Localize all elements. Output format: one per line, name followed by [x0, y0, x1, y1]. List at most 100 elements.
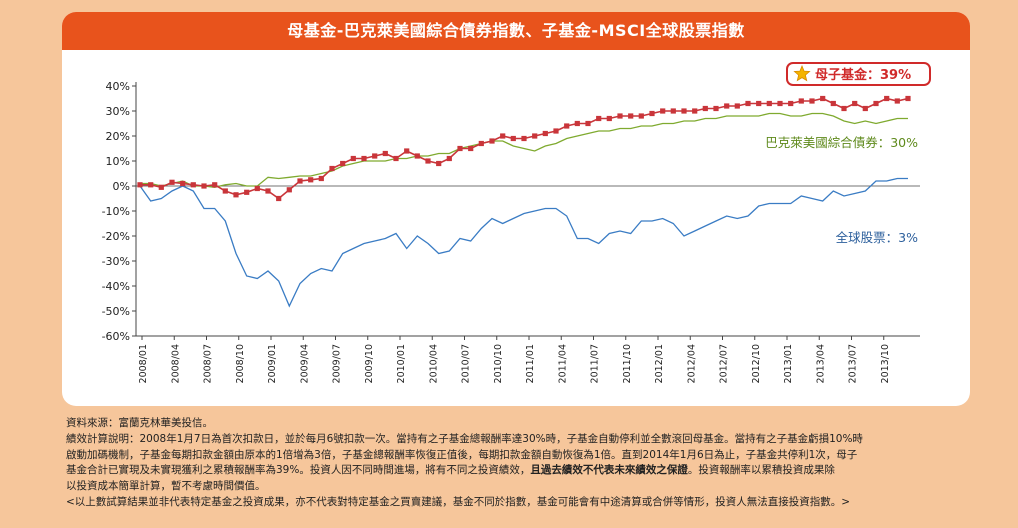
x-tick-label: 2012/10: [751, 344, 762, 383]
mother-child-point: [190, 182, 196, 188]
y-tick-label: -60%: [102, 330, 130, 343]
mother-child-point: [894, 98, 900, 104]
source-note: 資料來源：富蘭克林華美投信。: [66, 417, 213, 429]
mother-child-point: [244, 189, 250, 195]
mother-child-point: [628, 113, 634, 119]
x-tick-label: 2011/04: [557, 344, 568, 383]
series-label-mother-child: 母子基金：39%: [815, 67, 911, 83]
mother-child-point: [724, 103, 730, 109]
mother-child-point: [777, 100, 783, 107]
mother-child-point: [766, 100, 772, 107]
x-tick-label: 2008/07: [203, 344, 214, 383]
mother-child-point: [809, 98, 815, 104]
mother-child-point: [169, 179, 175, 185]
mother-child-point: [585, 120, 591, 127]
x-tick-label: 2009/10: [364, 344, 375, 383]
mother-child-point: [265, 188, 271, 194]
star-icon: [793, 64, 811, 82]
calc-note-line-4: 以投資成本簡單計算，暫不考慮時間價值。: [66, 480, 266, 493]
mother-child-point: [756, 100, 762, 107]
mother-child-point: [692, 108, 698, 114]
mother-child-point: [318, 175, 324, 182]
x-tick-label: 2008/04: [170, 344, 181, 383]
mother-child-point: [670, 108, 676, 114]
x-tick-label: 2010/07: [461, 344, 472, 383]
mother-child-point: [884, 95, 890, 102]
x-tick-label: 2011/07: [590, 344, 601, 383]
series-label-bond: 巴克萊美國綜合債券：30%: [765, 135, 918, 150]
x-tick-label: 2008/01: [138, 344, 149, 383]
calc-note-line-3: 基金合計已實現及未實現獲利之累積報酬率為39%。投資人因不同時間進場，將有不同之…: [66, 463, 966, 479]
x-tick-label: 2013/07: [848, 344, 859, 383]
x-tick-label: 2011/10: [622, 344, 633, 383]
mother-child-point: [830, 100, 836, 107]
mother-child-point: [233, 192, 239, 198]
mother-child-point: [564, 123, 570, 129]
mother-child-point: [222, 188, 228, 194]
calc-note-line-3-c: 。投資報酬率以累積投資成果除: [687, 464, 835, 477]
mother-child-point: [862, 105, 868, 112]
mother-child-point: [350, 155, 356, 162]
y-tick-label: 40%: [106, 80, 130, 93]
mother-child-point: [457, 145, 463, 152]
mother-child-point: [404, 148, 410, 154]
x-tick-label: 2013/01: [783, 344, 794, 383]
mother-child-point: [734, 103, 740, 109]
x-tick-label: 2009/01: [267, 344, 278, 383]
bond-index-line: [140, 112, 908, 188]
chart-card: 40% 30% 20% 10% 0% -10% -20% -30% -40% -50% -60% 20…: [62, 12, 970, 406]
y-tick-label: -40%: [102, 280, 130, 293]
mother-child-point: [340, 160, 346, 167]
mother-child-point: [212, 182, 218, 188]
footnotes: 資料來源：富蘭克林華美投信。 績效計算說明：2008年1月7日為首次扣款日，並於…: [66, 416, 966, 511]
x-tick-label: 2010/04: [428, 344, 439, 383]
mother-child-point: [617, 113, 623, 119]
mother-child-point: [180, 180, 186, 187]
calc-note-line-3-a: 基金合計已實現及未實現獲利之累積報酬率為39%。投資人因不同時間進場，將有不同之…: [66, 464, 531, 477]
mother-child-point: [788, 100, 794, 107]
mother-child-point: [158, 184, 164, 190]
mother-child-point: [521, 135, 527, 142]
mother-child-point: [660, 108, 666, 114]
x-tick-label: 2009/04: [299, 344, 310, 383]
chart-series: [137, 95, 911, 308]
mother-child-point: [745, 100, 751, 107]
mother-child-point: [137, 182, 143, 188]
mother-child-point: [820, 95, 826, 102]
mother-child-point: [681, 108, 687, 114]
mother-child-point: [596, 115, 602, 122]
y-tick-label: 0%: [113, 180, 130, 193]
mother-child-point: [276, 195, 282, 202]
mother-child-point: [329, 165, 335, 172]
x-tick-label: 2008/10: [235, 344, 246, 383]
mother-child-point: [286, 187, 292, 193]
mother-child-point: [606, 115, 612, 122]
x-tick-label: 2013/04: [815, 344, 826, 383]
x-tick-label: 2010/10: [493, 344, 504, 383]
mother-child-point: [372, 153, 378, 159]
mother-child-point: [510, 135, 516, 142]
y-tick-label: -50%: [102, 305, 130, 318]
mother-child-point: [542, 130, 548, 137]
mother-child-point: [308, 177, 314, 183]
line-chart: 40% 30% 20% 10% 0% -10% -20% -30% -40% -50% -60% 20…: [102, 62, 931, 383]
mother-child-point: [649, 110, 655, 117]
mother-child-point: [254, 185, 260, 192]
x-tick-label: 2010/01: [396, 344, 407, 383]
series-badge: [786, 62, 931, 86]
mother-child-point: [414, 153, 420, 159]
mother-child-point: [841, 105, 847, 112]
mother-child-point: [713, 105, 719, 112]
calc-note-line-1: 績效計算說明：2008年1月7日為首次扣款日，並於每月6號扣款一次。當持有之子基…: [66, 432, 863, 445]
x-tick-label: 2013/10: [880, 344, 891, 383]
y-tick-label: 20%: [106, 130, 130, 143]
y-tick-label: 30%: [106, 105, 130, 118]
x-tick-label: 2012/04: [686, 344, 697, 383]
mother-child-point: [148, 182, 154, 188]
mother-child-point: [798, 98, 804, 104]
chart-title: 母基金-巴克萊美國綜合債券指數、子基金-MSCI全球股票指數: [62, 12, 970, 50]
mother-child-point: [638, 113, 644, 119]
mother-child-point: [393, 155, 399, 162]
disclaimer-strong: 且過去績效不代表未來績效之保證: [530, 464, 688, 477]
equity-index-line: [139, 177, 908, 308]
